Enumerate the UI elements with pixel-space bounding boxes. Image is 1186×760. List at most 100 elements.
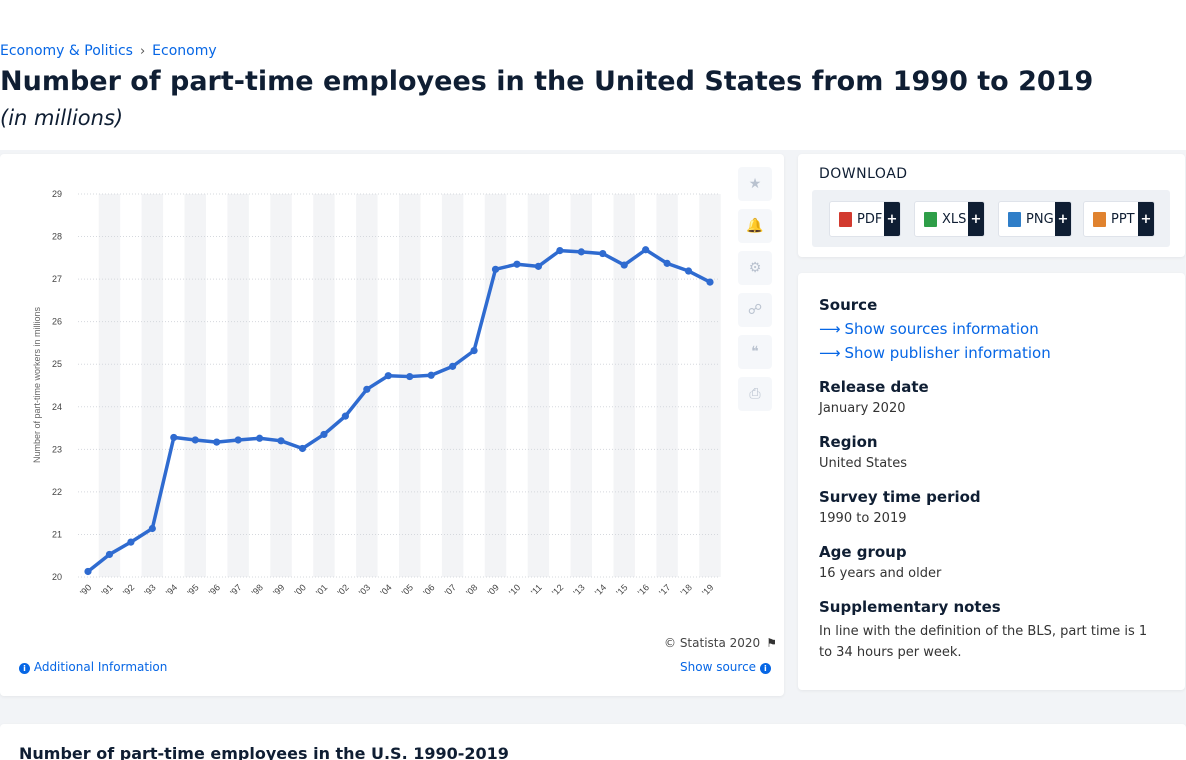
x-tick-label: '03 bbox=[357, 582, 372, 597]
release-date-label: Release date bbox=[819, 378, 929, 396]
x-tick-label: '10 bbox=[507, 582, 522, 597]
y-tick-label: 28 bbox=[52, 232, 62, 242]
data-point[interactable] bbox=[105, 550, 114, 559]
gear-icon[interactable]: ⚙ bbox=[738, 251, 772, 285]
x-tick-label: '14 bbox=[593, 582, 608, 597]
quote-icon[interactable]: ❝ bbox=[738, 335, 772, 369]
download-ppt-label: PPT bbox=[1111, 211, 1135, 227]
x-tick-label: '96 bbox=[207, 582, 222, 597]
column-band bbox=[227, 194, 249, 577]
data-point[interactable] bbox=[255, 434, 264, 442]
download-title: DOWNLOAD bbox=[819, 166, 908, 182]
download-ppt-button[interactable]: PPT + bbox=[1083, 201, 1155, 237]
y-tick-label: 22 bbox=[52, 487, 62, 497]
data-point[interactable] bbox=[148, 524, 156, 533]
download-xls-label: XLS bbox=[942, 211, 967, 227]
download-pdf-button[interactable]: PDF + bbox=[829, 201, 901, 237]
data-point[interactable] bbox=[491, 265, 500, 273]
data-point[interactable] bbox=[406, 372, 414, 381]
x-tick-label: '92 bbox=[121, 582, 136, 597]
info-icon: i bbox=[19, 663, 30, 674]
y-tick-label: 23 bbox=[52, 444, 62, 454]
data-point[interactable] bbox=[427, 371, 435, 379]
data-point[interactable] bbox=[234, 436, 242, 444]
data-point[interactable] bbox=[577, 248, 585, 256]
data-point[interactable] bbox=[298, 444, 307, 453]
bell-icon[interactable]: 🔔 bbox=[738, 209, 772, 243]
bottom-card bbox=[0, 724, 1186, 760]
data-point[interactable] bbox=[277, 437, 285, 445]
share-icon[interactable]: ☍ bbox=[738, 293, 772, 327]
pdf-file-icon bbox=[839, 211, 852, 227]
plus-icon: + bbox=[1055, 202, 1071, 236]
xls-file-icon bbox=[924, 211, 937, 227]
data-point[interactable] bbox=[534, 262, 543, 270]
data-point[interactable] bbox=[706, 278, 714, 286]
info-card bbox=[798, 273, 1185, 690]
download-png-button[interactable]: PNG + bbox=[998, 201, 1072, 237]
print-icon[interactable]: ⎙ bbox=[738, 377, 772, 411]
data-point[interactable] bbox=[84, 567, 92, 576]
data-point[interactable] bbox=[620, 261, 628, 269]
show-sources-label: Show sources information bbox=[844, 320, 1039, 338]
x-tick-label: '90 bbox=[78, 582, 93, 597]
column-band bbox=[399, 194, 421, 577]
plus-icon: + bbox=[1138, 202, 1154, 236]
survey-period-label: Survey time period bbox=[819, 488, 981, 506]
column-band bbox=[699, 194, 721, 577]
data-point[interactable] bbox=[213, 438, 221, 446]
download-xls-button[interactable]: XLS + bbox=[914, 201, 985, 237]
data-point[interactable] bbox=[599, 249, 607, 258]
data-point[interactable] bbox=[384, 372, 392, 380]
data-point[interactable] bbox=[663, 259, 671, 267]
y-tick-label: 21 bbox=[52, 529, 62, 539]
x-tick-label: '04 bbox=[378, 582, 393, 597]
info-icon: i bbox=[759, 663, 771, 674]
data-point[interactable] bbox=[513, 260, 521, 268]
source-label: Source bbox=[819, 296, 878, 314]
y-tick-label: 25 bbox=[52, 359, 62, 369]
data-point[interactable] bbox=[341, 412, 349, 420]
x-tick-label: '19 bbox=[700, 582, 715, 597]
line-chart: 20 21 22 23 24 25 26 27 28 29 '90 '91 '92 '93 '94 '95 '… bbox=[32, 189, 721, 598]
x-tick-label: '16 bbox=[636, 582, 651, 597]
breadcrumb-item-economy[interactable]: Economy bbox=[152, 43, 217, 59]
x-tick-label: '00 bbox=[293, 582, 308, 597]
y-tick-label: 20 bbox=[52, 572, 62, 582]
arrow-right-icon: ⟶ bbox=[819, 344, 841, 362]
show-sources-link[interactable]: ⟶ Show sources information bbox=[819, 320, 1039, 338]
header-area bbox=[0, 0, 1186, 150]
data-point[interactable] bbox=[363, 385, 371, 393]
survey-period-value: 1990 to 2019 bbox=[819, 511, 907, 526]
data-point[interactable] bbox=[320, 430, 328, 439]
data-point[interactable] bbox=[127, 538, 135, 546]
flag-icon[interactable]: ⚑ bbox=[766, 636, 777, 650]
copyright-text: © Statista 2020 bbox=[664, 636, 761, 650]
column-band bbox=[527, 194, 550, 577]
data-point[interactable] bbox=[470, 347, 478, 355]
additional-information-link[interactable]: i Additional Information bbox=[19, 660, 167, 674]
supplementary-notes-label: Supplementary notes bbox=[819, 598, 1001, 616]
breadcrumb-item-economy-politics[interactable]: Economy & Politics bbox=[0, 43, 133, 59]
star-icon[interactable]: ★ bbox=[738, 167, 772, 201]
x-tick-label: '02 bbox=[335, 582, 350, 597]
x-tick-label: '15 bbox=[614, 582, 629, 597]
supplementary-notes-value: In line with the definition of the BLS, … bbox=[819, 624, 1148, 660]
data-point[interactable] bbox=[170, 433, 178, 442]
data-point[interactable] bbox=[449, 362, 457, 370]
show-publisher-label: Show publisher information bbox=[844, 344, 1051, 362]
x-tick-label: '98 bbox=[250, 582, 265, 597]
data-point[interactable] bbox=[642, 246, 650, 254]
x-tick-label: '91 bbox=[99, 582, 114, 597]
breadcrumb-separator: › bbox=[139, 43, 146, 59]
x-tick-label: '13 bbox=[571, 582, 586, 597]
arrow-right-icon: ⟶ bbox=[819, 320, 841, 338]
x-tick-label: '97 bbox=[228, 582, 243, 597]
data-point[interactable] bbox=[556, 246, 564, 255]
data-point[interactable] bbox=[191, 436, 199, 444]
data-point[interactable] bbox=[684, 267, 693, 275]
y-tick-label: 29 bbox=[52, 189, 62, 199]
show-source-link[interactable]: Show source i bbox=[680, 660, 771, 674]
show-publisher-link[interactable]: ⟶ Show publisher information bbox=[819, 344, 1051, 362]
x-tick-label: '08 bbox=[464, 582, 479, 597]
